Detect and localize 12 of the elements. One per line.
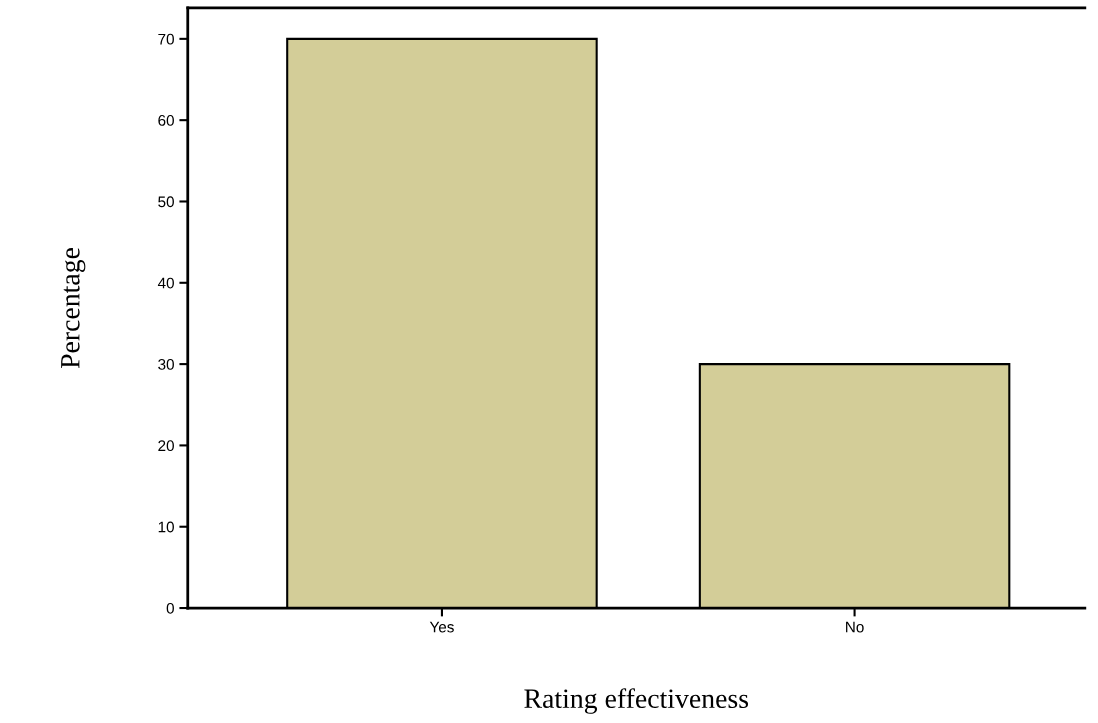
y-tick-label: 10: [158, 521, 174, 533]
y-tick-label: 40: [157, 277, 174, 289]
y-tick-label: 20: [158, 440, 174, 452]
x-tick-label: No: [846, 621, 864, 633]
x-tick-label: Yes: [429, 621, 454, 633]
x-axis-title: Rating effectiveness: [524, 688, 749, 714]
y-axis-title: Percentage: [61, 248, 86, 369]
y-tick-label: 0: [166, 602, 174, 614]
y-tick-label: 30: [158, 358, 174, 370]
y-tick-label: 50: [158, 196, 174, 208]
y-tick-label: 70: [158, 33, 174, 45]
y-tick-label: 60: [158, 115, 174, 126]
